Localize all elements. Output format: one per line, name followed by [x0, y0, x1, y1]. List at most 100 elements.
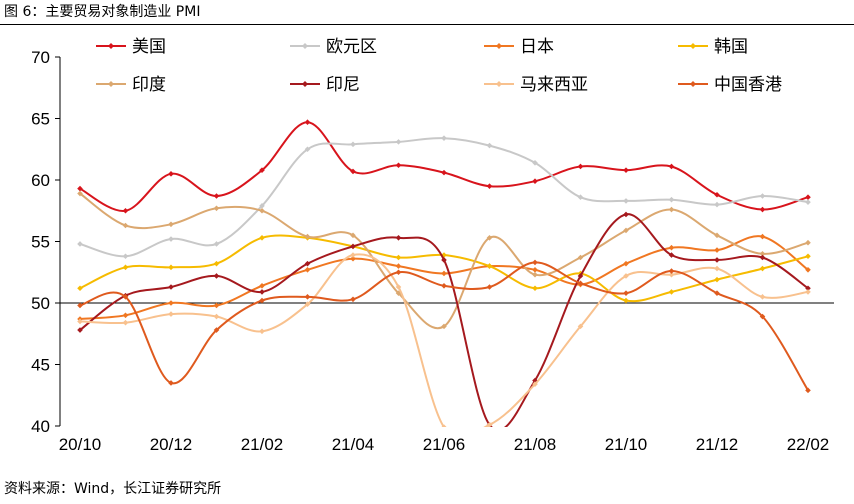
data-point [350, 243, 356, 250]
data-point [623, 260, 629, 267]
legend-item-5: 印度 [96, 75, 166, 95]
data-point [304, 260, 311, 267]
legend-swatch-marker [302, 81, 308, 87]
data-point [668, 206, 675, 213]
y-tick-label: 40 [31, 417, 50, 436]
legend-swatch-marker [496, 43, 502, 49]
data-point [486, 263, 493, 269]
data-point [168, 284, 174, 290]
data-point [259, 289, 265, 295]
data-point [623, 297, 629, 304]
data-point [486, 421, 493, 427]
data-point [577, 194, 584, 201]
data-point [714, 265, 720, 272]
data-point [714, 191, 720, 198]
data-point [77, 318, 83, 325]
data-point [623, 227, 629, 234]
data-point [122, 319, 129, 326]
series-1 [77, 119, 811, 214]
data-point [77, 241, 83, 247]
data-point [168, 311, 174, 317]
legend-label: 美国 [132, 37, 166, 57]
series-line [79, 137, 809, 258]
legend-item-3: 日本 [484, 37, 554, 57]
legend-item-7: 马来西亚 [484, 75, 588, 95]
data-point [623, 273, 629, 279]
legend-item-4: 韩国 [678, 37, 748, 57]
data-point [122, 207, 129, 214]
data-point [259, 328, 265, 335]
series-8 [77, 259, 811, 394]
x-tick-label: 21/04 [332, 435, 375, 454]
data-point [213, 260, 220, 267]
data-point [395, 290, 402, 296]
data-point [668, 244, 675, 251]
y-tick-label: 65 [31, 110, 50, 129]
data-point [486, 284, 493, 290]
data-point [759, 254, 766, 261]
data-point [259, 207, 265, 214]
source-note: 资料来源：Wind，长江证券研究所 [4, 481, 222, 497]
data-point [395, 254, 402, 261]
data-point [213, 313, 220, 320]
data-point [668, 163, 675, 170]
y-tick-label: 50 [31, 294, 50, 313]
data-point [122, 222, 129, 229]
data-point [532, 266, 538, 273]
data-point [259, 167, 265, 173]
legend-swatch-marker [690, 43, 696, 49]
legend-label: 中国香港 [714, 75, 782, 95]
data-point [805, 266, 811, 273]
data-point [213, 327, 220, 333]
y-tick-label: 55 [31, 233, 50, 252]
data-point [350, 232, 356, 239]
series-7 [77, 252, 811, 427]
data-point [304, 119, 311, 125]
series-2 [77, 135, 811, 260]
data-point [714, 232, 720, 239]
data-point [577, 323, 584, 330]
data-point [714, 290, 720, 296]
data-point [350, 255, 356, 262]
data-point [168, 171, 174, 177]
data-point [805, 253, 811, 260]
data-point [805, 285, 811, 292]
data-point [714, 201, 720, 208]
data-point [668, 196, 675, 203]
data-point [668, 252, 675, 258]
data-point [304, 294, 311, 300]
series-line [79, 261, 809, 391]
data-point [213, 205, 220, 212]
series-line [79, 253, 809, 427]
data-point [532, 259, 538, 266]
data-point [805, 239, 811, 246]
data-point [805, 194, 811, 201]
legend-item-1: 美国 [96, 37, 166, 57]
data-point [259, 297, 265, 304]
legend-swatch-marker [108, 43, 114, 49]
data-point [168, 236, 174, 242]
data-point [395, 269, 402, 276]
data-point [259, 203, 265, 209]
x-tick-label: 21/02 [241, 435, 284, 454]
data-point [304, 233, 311, 240]
data-point [77, 327, 83, 333]
data-point [395, 263, 402, 269]
legend-item-6: 印尼 [290, 75, 360, 95]
legend-label: 印尼 [326, 75, 360, 95]
data-point [759, 294, 766, 300]
data-point [805, 199, 811, 205]
data-point [532, 271, 538, 278]
x-tick-label: 20/10 [59, 435, 102, 454]
data-point [441, 169, 447, 176]
data-point [759, 206, 766, 213]
data-point [168, 380, 174, 386]
data-point [77, 190, 83, 197]
data-point [623, 290, 629, 296]
data-point [395, 139, 402, 145]
x-tick-label: 21/08 [514, 435, 557, 454]
legend-swatch-marker [108, 81, 114, 87]
y-tick-label: 60 [31, 171, 50, 190]
